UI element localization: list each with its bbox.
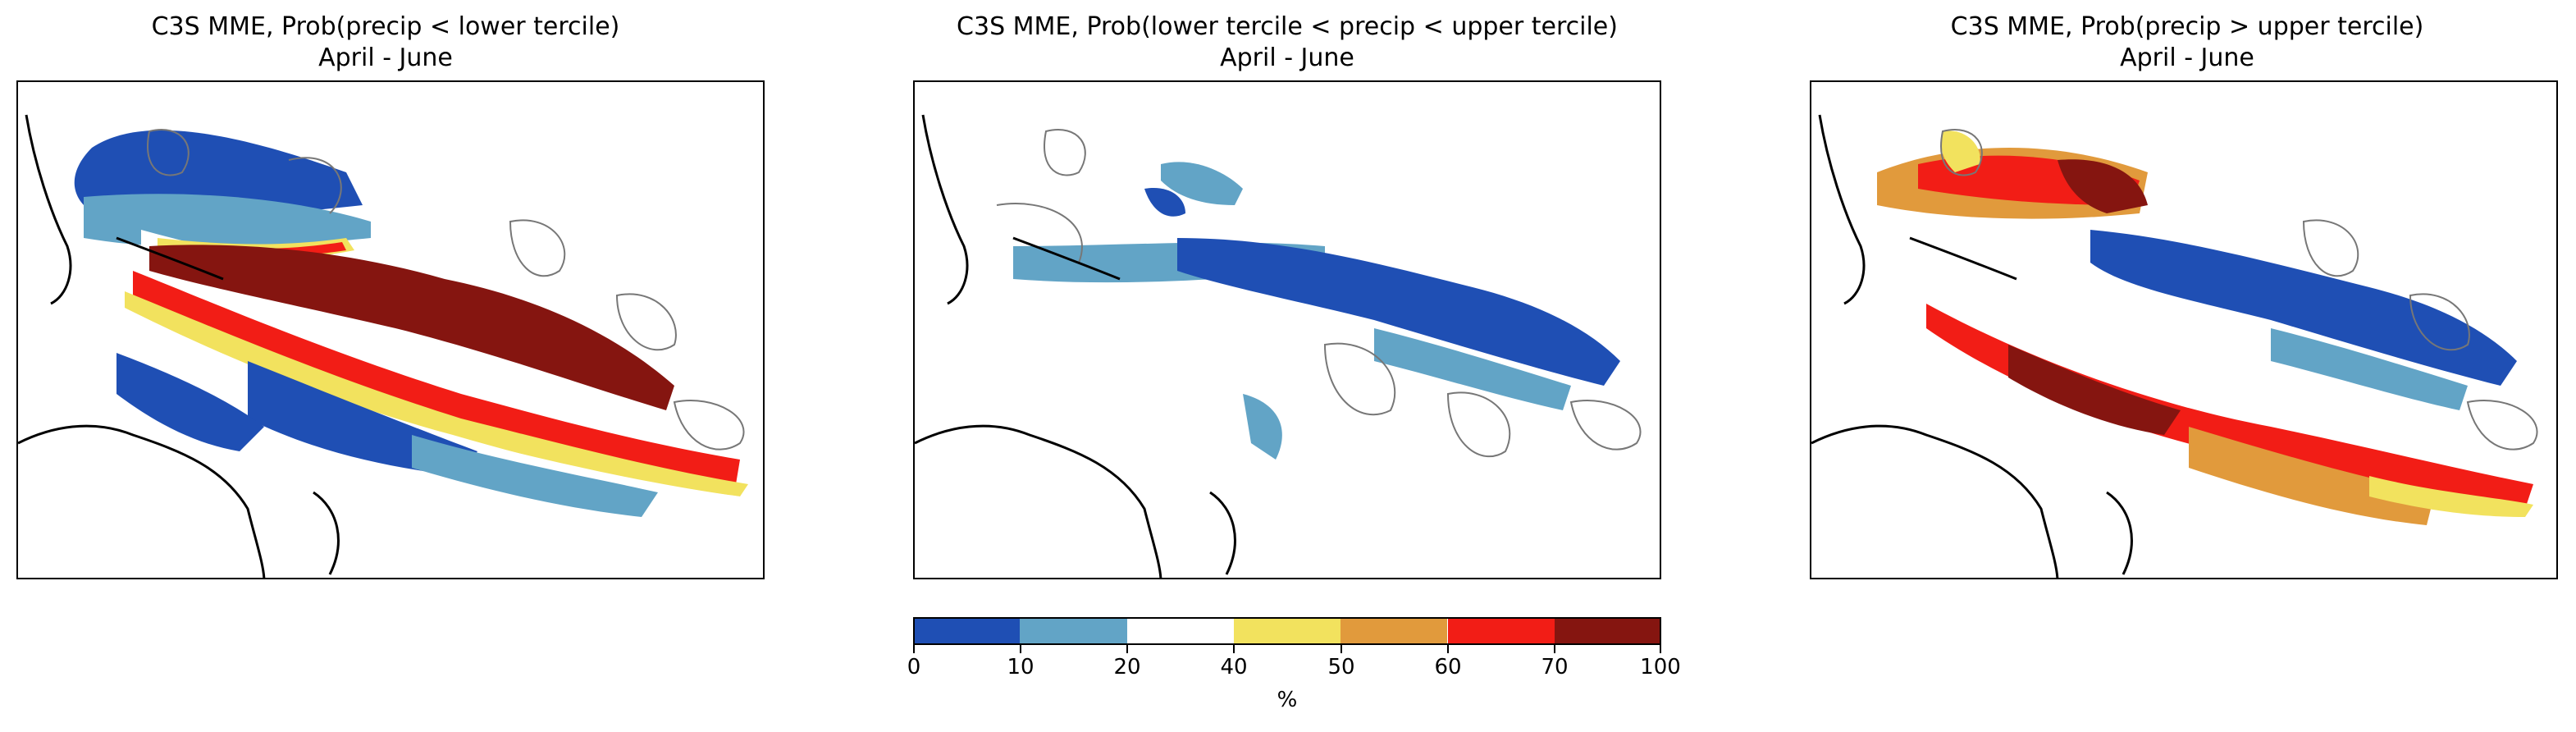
probability-shading [1877, 130, 2533, 525]
colorbar-tick-label: 0 [907, 655, 921, 679]
colorbar-segment-50-60 [1341, 617, 1448, 645]
panel-2-title-line1: C3S MME, Prob(lower tercile < precip < u… [957, 12, 1618, 41]
colorbar-tick-label: 40 [1220, 655, 1248, 679]
colorbar-segment-40-50 [1233, 617, 1341, 645]
colorbar-segment-10-20 [1020, 617, 1127, 645]
colorbar-tick-label: 60 [1434, 655, 1462, 679]
colorbar-tick-label: 50 [1327, 655, 1355, 679]
panel-3-title-line2: April - June [2120, 43, 2254, 72]
colorbar-segment-60-70 [1447, 617, 1555, 645]
colorbar-segment-0-10 [913, 617, 1021, 645]
colorbar-unit-label: % [1277, 688, 1298, 712]
region-outlines [147, 129, 745, 451]
colorbar-tick [1660, 645, 1661, 653]
coastlines [915, 114, 1236, 578]
panel-3-title: C3S MME, Prob(precip > upper tercile) Ap… [1802, 11, 2573, 74]
map-panel-below-normal [16, 80, 765, 579]
colorbar-tick [1233, 645, 1235, 653]
colorbar-tick [913, 645, 915, 653]
colorbar-tick-label: 20 [1113, 655, 1141, 679]
coastlines [18, 114, 340, 578]
panel-1-title: C3S MME, Prob(precip < lower tercile) Ap… [0, 11, 771, 74]
probability-shading [1013, 162, 1620, 460]
panel-2-title-line2: April - June [1220, 43, 1354, 72]
panel-2-title: C3S MME, Prob(lower tercile < precip < u… [902, 11, 1673, 74]
probability-shading [74, 130, 748, 517]
panel-1-title-line1: C3S MME, Prob(precip < lower tercile) [151, 12, 620, 41]
panel-3-title-line1: C3S MME, Prob(precip > upper tercile) [1950, 12, 2424, 41]
colorbar-segment-20-40 [1126, 617, 1234, 645]
colorbar-tick [1020, 645, 1021, 653]
map-panel-above-normal [1810, 80, 2558, 579]
map-panel-near-normal [913, 80, 1661, 579]
colorbar-tick-label: 70 [1541, 655, 1569, 679]
colorbar-tick [1554, 645, 1555, 653]
colorbar-tick-label: 10 [1007, 655, 1035, 679]
colorbar-tick [1126, 645, 1128, 653]
region-outlines [1940, 129, 2538, 451]
colorbar [913, 617, 1661, 645]
colorbar-tick [1447, 645, 1449, 653]
colorbar-border [913, 617, 1661, 645]
region-outlines [996, 129, 1642, 458]
coastlines [1811, 114, 2133, 578]
colorbar-tick [1341, 645, 1342, 653]
colorbar-segment-70-100 [1554, 617, 1661, 645]
colorbar-tick-label: 100 [1640, 655, 1681, 679]
panel-1-title-line2: April - June [318, 43, 453, 72]
